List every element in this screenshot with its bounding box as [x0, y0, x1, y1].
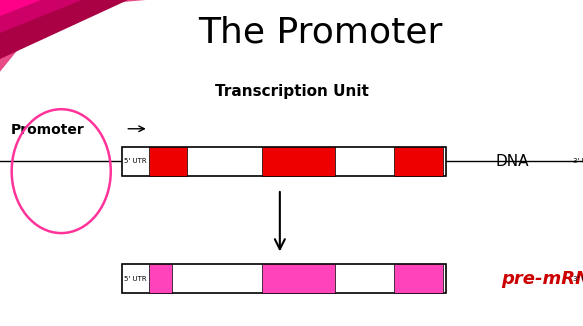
Polygon shape — [0, 0, 41, 16]
Text: 3' UTR: 3' UTR — [573, 158, 583, 164]
Text: 5' UTR: 5' UTR — [124, 276, 147, 282]
Bar — [262, 264, 335, 293]
Polygon shape — [0, 0, 146, 72]
Bar — [394, 147, 443, 176]
Text: 5' UTR: 5' UTR — [124, 158, 147, 164]
Bar — [149, 147, 187, 176]
Text: DNA: DNA — [496, 154, 529, 169]
Bar — [262, 147, 335, 176]
Polygon shape — [0, 0, 82, 33]
Text: 3' UTR: 3' UTR — [573, 276, 583, 282]
Text: The Promoter: The Promoter — [198, 16, 443, 50]
Polygon shape — [0, 0, 128, 59]
Text: Transcription Unit: Transcription Unit — [215, 84, 368, 99]
Bar — [122, 264, 446, 293]
Text: pre-mRNA: pre-mRNA — [501, 270, 583, 288]
Bar — [122, 147, 446, 176]
Text: Promoter: Promoter — [10, 124, 85, 137]
Bar — [149, 264, 172, 293]
Bar — [394, 264, 443, 293]
